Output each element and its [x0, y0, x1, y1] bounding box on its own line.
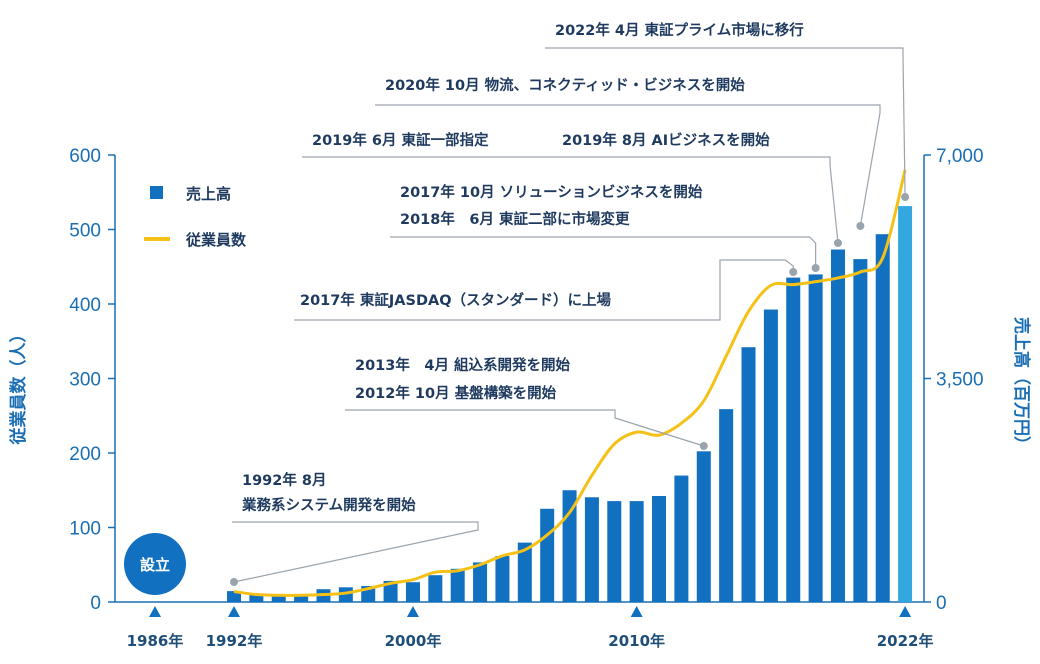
x-axis-marker — [630, 606, 643, 617]
annotation-text: 2017年 10月 ソリューションビジネスを開始 — [400, 183, 703, 201]
sales-bar — [741, 347, 756, 602]
annotation-text: 2018年 6月 東証二部に市場変更 — [400, 210, 630, 228]
annotation-leader — [294, 259, 794, 321]
right-axis-ticks: 0 3,500 7,000 — [924, 146, 984, 614]
founding-badge-text: 設立 — [140, 556, 170, 574]
annotation-leader — [375, 104, 881, 227]
x-axis-label: 2010年 — [608, 632, 665, 650]
annotation-text: 2020年 10月 物流、コネクティッド・ビジネスを開始 — [385, 76, 745, 94]
annotation-marker — [230, 578, 238, 586]
annotation-text: 2013年 4月 組込系開発を開始 — [355, 356, 570, 374]
sales-bar — [629, 501, 644, 602]
annotation-marker — [833, 239, 842, 247]
annotation-leader — [302, 156, 839, 244]
sales-bar — [853, 259, 868, 602]
left-tick-label: 300 — [69, 370, 101, 391]
sales-bar — [584, 497, 599, 602]
right-tick-label: 7,000 — [936, 146, 984, 167]
sales-bar — [719, 409, 734, 602]
sales-bar — [517, 542, 532, 602]
annotation-marker — [699, 442, 708, 450]
annotation-leader — [545, 47, 906, 198]
sales-bar — [405, 582, 420, 602]
sales-bar — [674, 475, 689, 602]
sales-bar — [763, 309, 778, 602]
left-axis-title: 従業員数（人） — [8, 326, 29, 446]
right-tick-label: 0 — [936, 593, 947, 614]
annotation-marker — [789, 268, 798, 276]
left-tick-label: 500 — [69, 221, 101, 242]
sales-bar — [428, 575, 443, 602]
annotation-leader — [390, 236, 817, 268]
x-axis-label: 2000年 — [385, 632, 442, 650]
annotation-text: 2017年 東証JASDAQ（スタンダード）に上場 — [300, 291, 612, 309]
sales-bar — [786, 277, 801, 602]
annotation-text: 2019年 8月 AIビジネスを開始 — [562, 131, 770, 149]
left-tick-label: 400 — [69, 295, 101, 316]
sales-bar — [495, 556, 510, 602]
legend-employee-label: 従業員数 — [185, 231, 247, 249]
x-axis-label: 1992年 — [206, 632, 263, 650]
sales-bar — [652, 495, 667, 602]
sales-bar — [540, 508, 555, 602]
annotation-marker — [811, 264, 820, 272]
sales-bar — [227, 591, 241, 602]
sales-bar — [249, 594, 264, 602]
sales-bar — [696, 451, 711, 602]
x-axis-marker — [899, 606, 912, 617]
founding-badge: 設立 — [124, 533, 186, 595]
x-axis-marker — [149, 606, 161, 617]
x-axis-label: 1986年 — [127, 632, 184, 650]
left-tick-label: 200 — [69, 444, 101, 465]
annotation-marker — [901, 193, 910, 201]
annotation-text: 2012年 10月 基盤構築を開始 — [355, 384, 557, 402]
x-axis-label: 2022年 — [877, 632, 934, 650]
sales-bar — [898, 206, 913, 603]
legend: 売上高 従業員数 — [144, 185, 247, 249]
x-axis-labels: 1986年 1992年 2000年 2010年 2022年 — [127, 606, 934, 650]
sales-bar — [473, 562, 488, 602]
annotation-leader — [345, 409, 704, 447]
left-axis-ticks: 0 100 200 300 400 500 600 — [69, 146, 115, 614]
x-axis-marker — [406, 606, 419, 617]
founding-badge-circle — [124, 533, 186, 595]
annotation-text: 2019年 6月 東証一部指定 — [312, 131, 489, 149]
legend-sales-label: 売上高 — [186, 185, 231, 203]
sales-bar — [607, 501, 622, 602]
sales-bar — [875, 234, 890, 602]
x-axis-marker — [228, 606, 240, 617]
right-axis-title: 売上高（百万円） — [1011, 317, 1032, 453]
sales-bars — [227, 206, 913, 603]
annotation-text: 業務系システム開発を開始 — [241, 496, 416, 514]
sales-bar — [271, 595, 286, 602]
left-tick-label: 100 — [69, 519, 101, 540]
annotation-leader — [232, 521, 479, 583]
sales-bar — [808, 274, 823, 602]
left-tick-label: 600 — [69, 146, 101, 167]
left-tick-label: 0 — [90, 593, 101, 614]
sales-bar — [338, 587, 353, 602]
sales-bar — [294, 594, 309, 602]
annotation-marker — [856, 222, 865, 230]
legend-sales-swatch — [150, 186, 163, 199]
annotation-text: 1992年 8月 — [242, 471, 327, 489]
sales-bar — [450, 568, 465, 602]
annotation-text: 2022年 4月 東証プライム市場に移行 — [555, 21, 804, 39]
right-tick-label: 3,500 — [936, 370, 984, 391]
employee-line — [233, 169, 907, 597]
sales-bar — [830, 249, 845, 602]
sales-bar — [383, 580, 398, 602]
annotation-leaders — [230, 47, 910, 586]
